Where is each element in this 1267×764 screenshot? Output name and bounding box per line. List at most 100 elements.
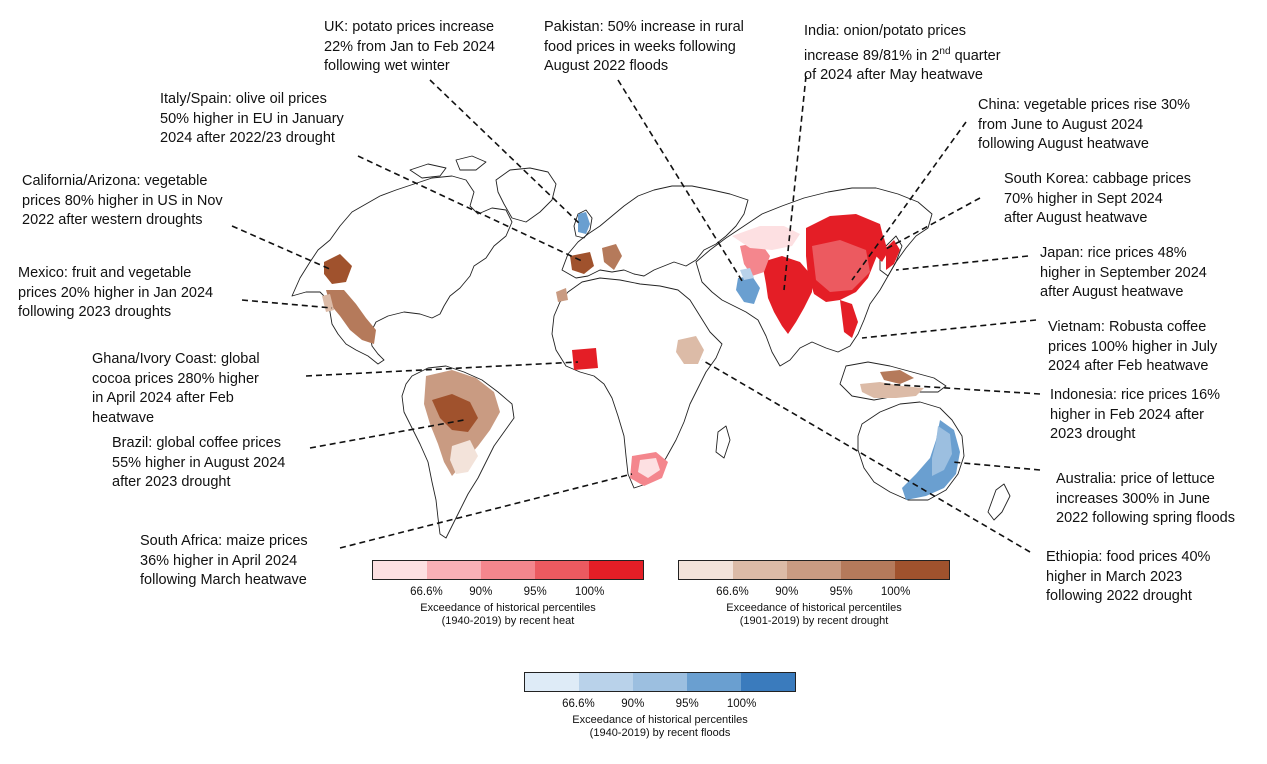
drought-colorbar-cell <box>787 561 841 579</box>
caption-line: Exceedance of historical percentiles <box>726 602 902 614</box>
annotation-line: Australia: price of lettuce <box>1056 471 1215 487</box>
annotation-line: Vietnam: Robusta coffee <box>1048 319 1207 335</box>
annotation-line: heatwave <box>92 409 155 426</box>
drought-legend: 66.6% 90% 95% 100% Exceedance of histori… <box>678 560 950 628</box>
indonesia-drought-dark <box>880 370 914 384</box>
floods-colorbar-cell <box>741 673 795 691</box>
heat-legend: 66.6% 90% 95% 100% Exceedance of histori… <box>372 560 644 628</box>
drought-colorbar-cell <box>895 561 949 579</box>
annotation-line: 2024 after 2022/23 drought <box>160 130 335 146</box>
annotation-line: 2023 drought <box>1050 426 1136 442</box>
annotation-line: in April 2024 after Feb <box>92 390 234 406</box>
pakistan-annotation: Pakistan: 50% increase in rural food pri… <box>544 18 744 77</box>
annotation-line: following wet winter <box>324 58 450 74</box>
tick-label: 90% <box>621 698 645 710</box>
floods-legend-caption: Exceedance of historical percentiles (19… <box>524 714 796 740</box>
heat-legend-caption: Exceedance of historical percentiles (19… <box>372 602 644 628</box>
floods-colorbar-cell <box>579 673 633 691</box>
annotation-line: South Africa: maize prices <box>140 533 308 549</box>
floods-colorbar-cell <box>525 673 579 691</box>
tick-label: 90% <box>775 586 799 598</box>
indonesia-leader-line <box>883 383 1041 395</box>
annotation-line: Italy/Spain: olive oil prices <box>160 91 327 107</box>
annotation-line: California/Arizona: vegetable <box>22 173 208 189</box>
annotation-line: following 2023 droughts <box>18 304 172 320</box>
australia-leader-line <box>951 461 1041 471</box>
korea-heat-region <box>876 238 888 262</box>
annotation-leader-lines <box>231 75 1041 553</box>
drought-colorbar-cell <box>841 561 895 579</box>
indonesia-annotation: Indonesia: rice prices 16% higher in Feb… <box>1050 386 1220 445</box>
annotation-line: 50% higher in EU in January <box>160 110 344 127</box>
brazil-annotation: Brazil: global coffee prices 55% higher … <box>112 434 285 493</box>
annotation-line: Indonesia: rice prices 16% <box>1050 387 1221 403</box>
africa-outline <box>551 277 723 489</box>
tick-label: 95% <box>675 698 699 710</box>
ethiopia-drought-region <box>676 336 704 364</box>
brazil-drought-light <box>450 440 478 474</box>
china-leader-line <box>851 121 967 281</box>
annotation-line: increase 89/81% in 2nd quarter <box>804 45 1001 64</box>
india-leader-line <box>783 75 807 291</box>
south-africa-annotation: South Africa: maize prices 36% higher in… <box>140 532 308 591</box>
brazil-drought-core <box>432 394 478 432</box>
floods-tick-labels: 66.6% 90% 95% 100% <box>524 692 796 714</box>
floods-colorbar-cell <box>633 673 687 691</box>
south-africa-heat-inner <box>638 458 660 478</box>
annotation-line: cocoa prices 280% higher <box>92 370 259 387</box>
annotation-line: South Korea: cabbage prices <box>1004 171 1192 187</box>
brazil-leader-line <box>309 419 465 449</box>
asia-outline <box>695 187 933 367</box>
tick-label: 95% <box>523 586 547 598</box>
europe-outline <box>561 185 749 279</box>
tick-label: 66.6% <box>562 698 595 710</box>
ghana-leader-line <box>305 361 579 377</box>
italy-spain-leader-line <box>357 155 585 263</box>
china-south-heat-region <box>812 240 870 292</box>
japan-annotation: Japan: rice prices 48% higher in Septemb… <box>1040 244 1207 303</box>
heat-colorbar-cell <box>373 561 427 579</box>
annotation-line: prices 20% higher in Jan 2024 <box>18 284 214 301</box>
china-annotation: China: vegetable prices rise 30% from Ju… <box>978 96 1190 155</box>
annotation-line: increases 300% in June <box>1056 490 1210 507</box>
caption-line: (1940-2019) by recent heat <box>441 615 575 627</box>
annotation-line: 2024 after Feb heatwave <box>1048 358 1209 374</box>
uk-annotation: UK: potato prices increase 22% from Jan … <box>324 18 495 77</box>
annotation-line: 2022 after western droughts <box>22 212 203 228</box>
madagascar-outline <box>715 425 731 459</box>
heat-colorbar-cell <box>589 561 643 579</box>
heat-colorbar <box>372 560 644 580</box>
spain-drought-region <box>570 252 594 274</box>
annotation-line: higher in September 2024 <box>1040 264 1207 281</box>
japan-outline <box>879 235 903 277</box>
australia-flood-light <box>932 426 952 476</box>
japan-leader-line <box>895 255 1029 271</box>
south-korea-annotation: South Korea: cabbage prices 70% higher i… <box>1004 170 1191 229</box>
south-korea-leader-line <box>883 197 981 251</box>
annotation-line: from June to August 2024 <box>978 116 1144 133</box>
annotation-line: August 2022 floods <box>544 58 669 74</box>
central-asia-heat-region <box>732 226 800 250</box>
california-drought-region <box>324 254 352 284</box>
annotation-line: following March heatwave <box>140 572 307 588</box>
tick-label: 66.6% <box>410 586 443 598</box>
mexico-drought-region <box>326 290 376 344</box>
ethiopia-annotation: Ethiopia: food prices 40% higher in Marc… <box>1046 548 1210 607</box>
floods-legend: 66.6% 90% 95% 100% Exceedance of histori… <box>524 672 796 740</box>
mexico-leader-line <box>241 299 333 309</box>
british-isles-outline <box>573 209 593 239</box>
tick-label: 90% <box>469 586 493 598</box>
annotation-line: UK: potato prices increase <box>324 19 495 35</box>
floods-colorbar <box>524 672 796 692</box>
vietnam-annotation: Vietnam: Robusta coffee prices 100% high… <box>1048 318 1217 377</box>
continent-outlines <box>291 155 1011 539</box>
annotation-line: higher in March 2023 <box>1046 568 1183 585</box>
annotation-line: 2022 following spring floods <box>1056 510 1235 526</box>
pakistan-flood-region <box>736 276 760 304</box>
annotation-line: 55% higher in August 2024 <box>112 454 286 471</box>
australia-annotation: Australia: price of lettuce increases 30… <box>1056 470 1235 529</box>
annotation-line: food prices in weeks following <box>544 38 736 55</box>
drought-colorbar-cell <box>733 561 787 579</box>
heat-colorbar-cell <box>427 561 481 579</box>
indonesia-drought-region <box>860 382 924 398</box>
